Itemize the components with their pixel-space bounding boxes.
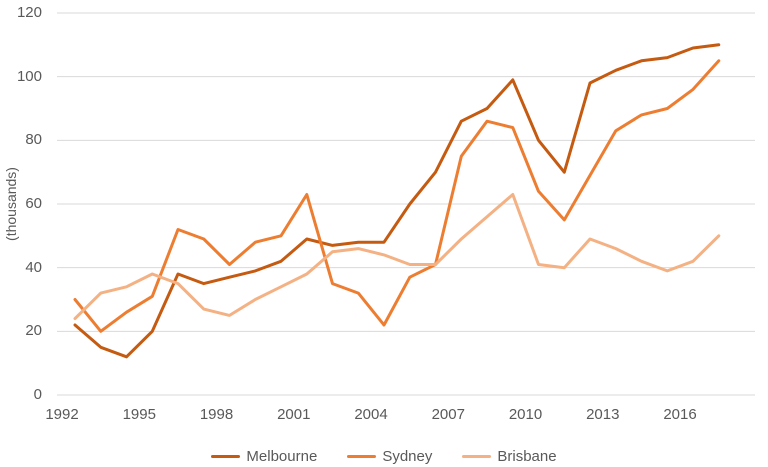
legend-label-melbourne: Melbourne (246, 448, 318, 465)
legend-label-brisbane: Brisbane (497, 448, 557, 465)
x-tick-label-2013: 2013 (586, 406, 620, 423)
legend-label-sydney: Sydney (382, 448, 433, 465)
legend-item-sydney: Sydney (347, 448, 432, 465)
series-line-melbourne (73, 43, 721, 359)
y-tick-label-120: 120 (16, 4, 42, 21)
x-tick-label-2001: 2001 (277, 406, 311, 423)
y-tick-label-60: 60 (25, 195, 42, 212)
legend-swatch-melbourne (211, 455, 241, 458)
x-tick-label-2016: 2016 (663, 406, 697, 423)
y-tick-label-40: 40 (25, 258, 42, 276)
x-tick-label-2004: 2004 (354, 406, 388, 423)
y-tick-label-100: 100 (16, 67, 42, 85)
y-tick-label-0: 0 (33, 386, 42, 403)
y-tick-label-20: 20 (25, 322, 42, 340)
gridlines (57, 12, 755, 396)
x-tick-label-1998: 1998 (199, 406, 234, 423)
series-line-sydney (73, 59, 721, 333)
x-tick-label-2010: 2010 (508, 406, 543, 423)
legend-item-melbourne: Melbourne (211, 448, 317, 465)
series-line-brisbane (73, 193, 721, 321)
legend-item-brisbane: Brisbane (462, 448, 557, 465)
x-tick-label-2007: 2007 (431, 406, 465, 423)
chart-legend: Melbourne Sydney Brisbane (0, 448, 768, 465)
x-tick-label-1995: 1995 (122, 406, 156, 423)
x-tick-label-1992: 1992 (45, 406, 79, 423)
legend-swatch-sydney (347, 455, 377, 458)
y-tick-label-80: 80 (25, 131, 42, 149)
legend-swatch-brisbane (462, 455, 492, 458)
